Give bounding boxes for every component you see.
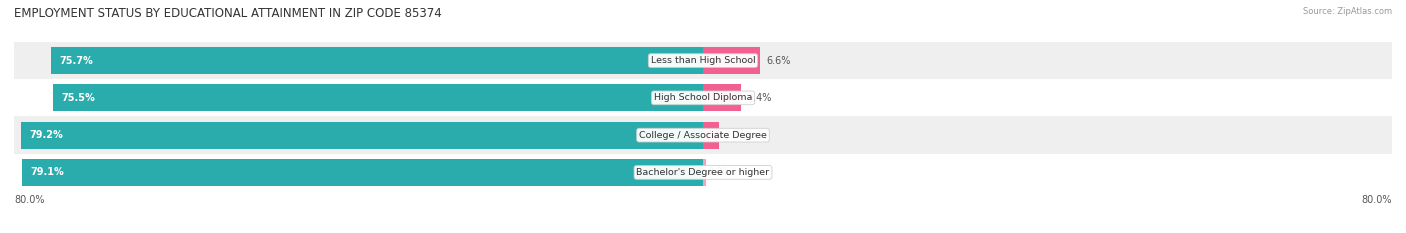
Text: 6.6%: 6.6% <box>766 56 792 65</box>
Text: 1.8%: 1.8% <box>725 130 749 140</box>
Bar <box>21 122 703 149</box>
Text: Less than High School: Less than High School <box>651 56 755 65</box>
Text: 80.0%: 80.0% <box>1361 195 1392 205</box>
Text: EMPLOYMENT STATUS BY EDUCATIONAL ATTAINMENT IN ZIP CODE 85374: EMPLOYMENT STATUS BY EDUCATIONAL ATTAINM… <box>14 7 441 20</box>
Bar <box>14 154 1392 191</box>
Bar <box>703 84 741 111</box>
Text: 75.5%: 75.5% <box>62 93 96 103</box>
Bar <box>14 42 1392 79</box>
Text: 79.2%: 79.2% <box>30 130 63 140</box>
Bar <box>53 84 703 111</box>
Text: College / Associate Degree: College / Associate Degree <box>640 131 766 140</box>
Bar <box>14 116 1392 154</box>
Text: 0.0%: 0.0% <box>707 168 731 177</box>
Text: Source: ZipAtlas.com: Source: ZipAtlas.com <box>1303 7 1392 16</box>
Bar <box>703 122 718 149</box>
Text: Bachelor's Degree or higher: Bachelor's Degree or higher <box>637 168 769 177</box>
Bar <box>703 47 759 74</box>
Text: 80.0%: 80.0% <box>14 195 45 205</box>
Bar <box>22 159 703 186</box>
Bar <box>51 47 703 74</box>
Bar <box>703 159 706 186</box>
Text: 4.4%: 4.4% <box>748 93 772 103</box>
Text: 79.1%: 79.1% <box>31 168 65 177</box>
Bar <box>14 79 1392 116</box>
Text: High School Diploma: High School Diploma <box>654 93 752 102</box>
Text: 75.7%: 75.7% <box>59 56 93 65</box>
